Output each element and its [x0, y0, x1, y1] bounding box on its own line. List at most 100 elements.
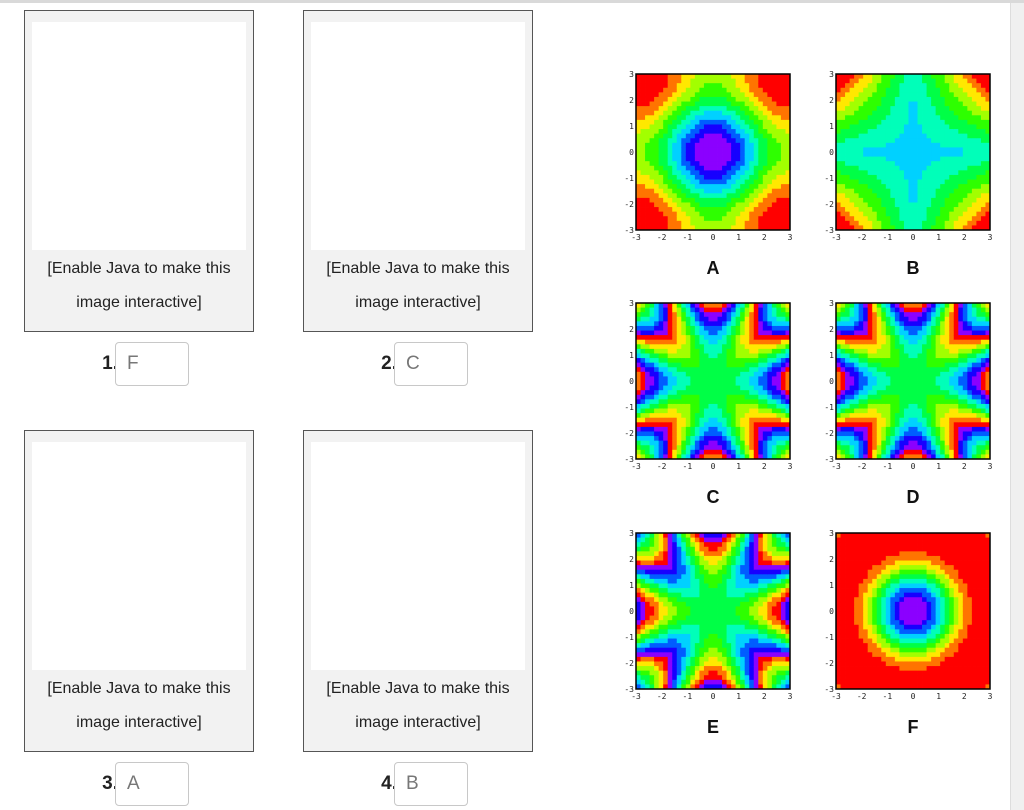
contour-cell [717, 381, 723, 386]
contour-cell [685, 147, 691, 153]
contour-cell [744, 129, 750, 135]
contour-cell [890, 394, 896, 400]
contour-cell [881, 394, 887, 400]
contour-cell [645, 325, 650, 331]
contour-cell [867, 417, 873, 423]
contour-cell [726, 376, 732, 382]
contour-cell [890, 78, 896, 84]
contour-cell [717, 348, 723, 354]
contour-cell [849, 325, 855, 331]
contour-cell [753, 321, 759, 327]
contour-cell [863, 422, 869, 428]
contour-cell [749, 325, 755, 331]
contour-cell [931, 92, 937, 98]
contour-cell [771, 115, 777, 121]
contour-cell [667, 133, 673, 139]
contour-cell [985, 161, 991, 167]
contour-cell [726, 408, 732, 414]
contour-cell [731, 170, 737, 176]
contour-cell [767, 106, 773, 112]
contour-cell [917, 188, 923, 194]
contour-cell [767, 101, 773, 107]
contour-cell [685, 330, 691, 336]
contour-cell [649, 353, 655, 359]
contour-cell [758, 358, 764, 364]
contour-cell [717, 422, 723, 428]
contour-cell [645, 449, 650, 455]
contour-cell [713, 440, 718, 446]
contour-cell [726, 193, 732, 199]
contour-cell [694, 371, 700, 377]
contour-cell [658, 436, 664, 442]
contour-cell [658, 74, 664, 79]
contour-cell [676, 124, 682, 130]
contour-cell [708, 179, 714, 185]
contour-cell [854, 390, 860, 396]
contour-cell [654, 225, 660, 231]
contour-cell [645, 115, 650, 121]
contour-cell [667, 348, 673, 354]
contour-cell [849, 339, 855, 345]
contour-cell [672, 325, 678, 331]
contour-cell [836, 170, 841, 176]
contour-cell [867, 408, 873, 414]
contour-cell [776, 390, 782, 396]
contour-cell [899, 179, 905, 185]
contour-cell [867, 156, 873, 162]
contour-cell [654, 321, 660, 327]
contour-cell [913, 152, 918, 157]
contour-cell [845, 440, 850, 446]
contour-cell [672, 316, 678, 322]
contour-cell [863, 330, 869, 336]
contour-cell [867, 124, 873, 130]
contour-cell [899, 399, 905, 405]
contour-cell [836, 371, 841, 377]
contour-cell [949, 78, 955, 84]
contour-cell [836, 161, 841, 167]
contour-cell [953, 92, 959, 98]
contour-cell [845, 344, 850, 350]
contour-cell [913, 96, 918, 102]
x-tick-label: 2 [762, 462, 767, 471]
contour-cell [681, 101, 687, 107]
contour-cell [854, 96, 860, 102]
contour-cell [731, 216, 737, 222]
contour-cell [863, 124, 869, 130]
contour-cell [722, 367, 727, 373]
contour-cell [958, 147, 964, 153]
contour-cell [667, 371, 673, 377]
contour-cell [867, 142, 873, 148]
contour-cell [694, 436, 700, 442]
contour-cell [636, 376, 641, 382]
contour-cell [654, 353, 660, 359]
contour-cell [885, 129, 891, 135]
contour-cell [894, 376, 900, 382]
contour-cell [740, 325, 746, 331]
contour-cell [640, 225, 646, 231]
contour-cell [776, 202, 782, 208]
contour-cell [949, 216, 955, 222]
contour-cell [681, 325, 687, 331]
contour-cell [731, 436, 737, 442]
contour-cell [953, 115, 959, 121]
contour-cell [903, 408, 909, 414]
contour-cell [867, 445, 873, 451]
contour-cell [703, 87, 709, 93]
contour-cell [636, 344, 641, 350]
contour-cell [944, 142, 950, 148]
contour-cell [703, 147, 709, 153]
contour-cell [867, 307, 873, 313]
contour-cell [876, 124, 882, 130]
contour-cell [985, 184, 991, 190]
contour-cell [840, 422, 846, 428]
contour-cell [894, 413, 900, 419]
contour-cell [881, 449, 887, 455]
contour-cell [953, 106, 959, 112]
x-tick-label: -2 [857, 233, 867, 242]
contour-cell [667, 422, 673, 428]
contour-cell [645, 408, 650, 414]
contour-cell [849, 371, 855, 377]
contour-cell [645, 330, 650, 336]
contour-cell [667, 321, 673, 327]
